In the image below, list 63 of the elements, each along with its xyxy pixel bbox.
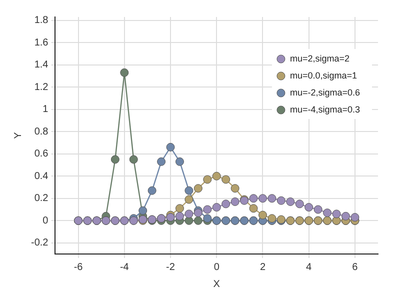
point [194, 216, 202, 225]
point [295, 200, 304, 208]
point [323, 208, 332, 218]
legend-label: mu=-4,sigma=0.3 [290, 104, 360, 114]
point [184, 186, 194, 195]
x-tick-label: -2 [166, 262, 176, 273]
y-axis-title: Y [12, 132, 24, 139]
point [350, 213, 360, 222]
y-tick-label: 0.6 [34, 148, 49, 160]
point [222, 200, 230, 208]
y-tick-label: 1 [42, 104, 49, 116]
point [129, 155, 138, 164]
point [203, 205, 212, 214]
y-tick-label: 1.2 [34, 82, 49, 93]
point [184, 195, 194, 204]
point [276, 196, 286, 205]
point [166, 142, 175, 152]
point [110, 155, 120, 164]
point [304, 203, 314, 212]
point [258, 194, 267, 203]
point [175, 157, 184, 166]
point [203, 175, 212, 184]
point [166, 213, 175, 222]
y-tick-label: 0 [42, 215, 49, 226]
point [212, 172, 221, 180]
y-tick-label: 1.6 [34, 37, 49, 48]
x-axis-title: X [213, 278, 220, 290]
point [341, 212, 350, 220]
x-tick-label: -6 [74, 262, 84, 273]
point [286, 197, 295, 206]
x-tick-label: 2 [260, 262, 266, 273]
y-tick-label: 1.8 [34, 15, 49, 26]
point [138, 206, 148, 215]
point [157, 157, 166, 166]
point [230, 197, 240, 206]
point [249, 204, 258, 213]
y-tick-label: 1.4 [34, 60, 49, 71]
legend-label: mu=-2,sigma=0.6 [290, 87, 360, 98]
x-tick-label: 6 [352, 262, 358, 273]
legend-label: mu=0.0,sigma=1 [290, 70, 358, 80]
point [249, 194, 258, 203]
point [314, 205, 322, 214]
y-tick-label: 0.8 [34, 126, 49, 138]
point [212, 203, 221, 212]
point [332, 210, 341, 218]
point [184, 210, 194, 218]
x-tick-label: 0 [214, 262, 220, 273]
legend-label: mu=2,sigma=2 [290, 53, 350, 64]
point [194, 208, 202, 218]
y-tick-label: 0.2 [34, 193, 49, 204]
point [194, 184, 202, 193]
y-tick-label: 0.4 [34, 170, 49, 182]
point [120, 68, 129, 77]
point [222, 175, 230, 184]
x-tick-label: -4 [120, 262, 130, 273]
point [258, 210, 267, 220]
point [175, 204, 184, 213]
point [175, 212, 184, 220]
x-tick-label: 4 [306, 262, 312, 273]
point [230, 184, 240, 193]
point [268, 194, 276, 203]
point [148, 186, 156, 195]
y-tick-label: -0.2 [30, 238, 49, 249]
